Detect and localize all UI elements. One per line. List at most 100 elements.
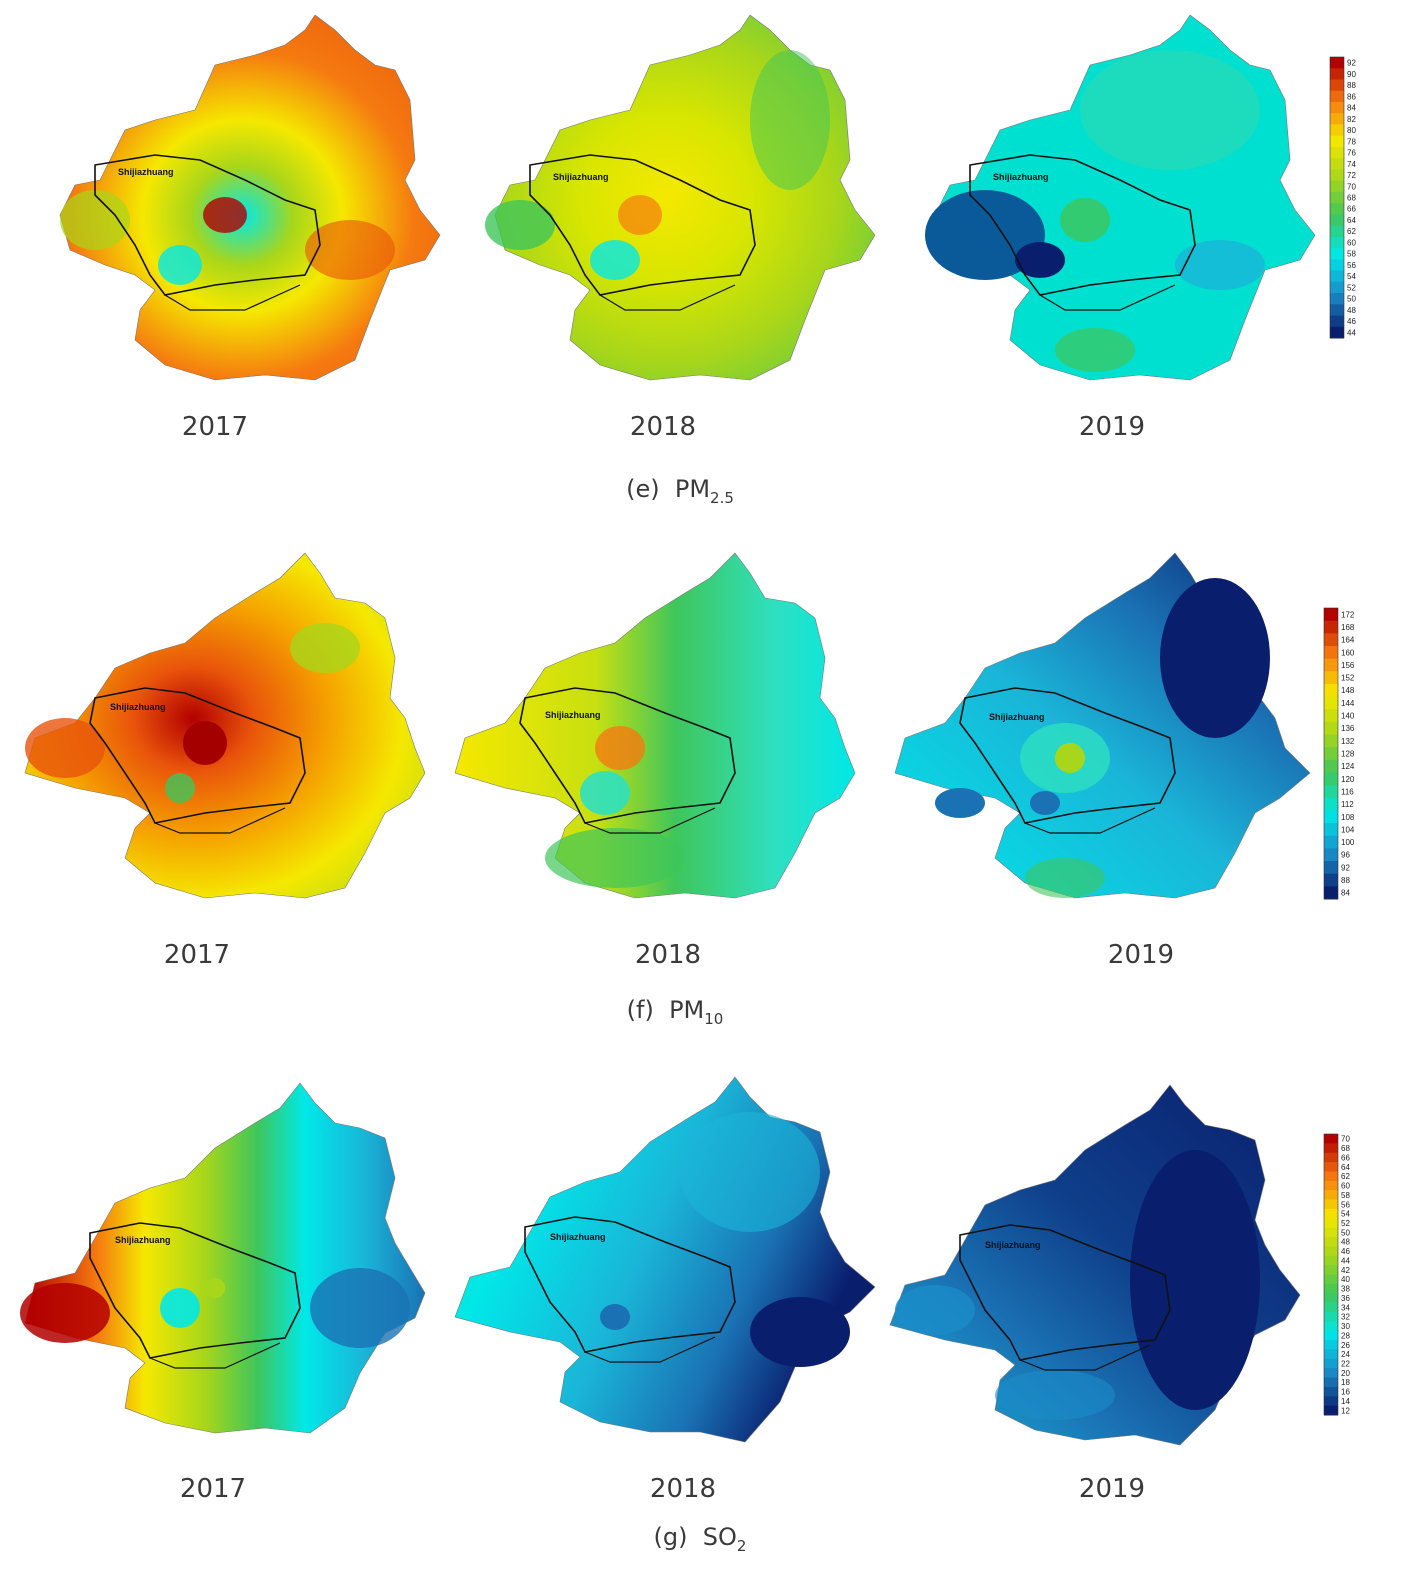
city-label: Shijiazhuang xyxy=(989,712,1045,722)
so2-2018-map: Shijiazhuang xyxy=(454,1076,876,1443)
pm10-2018-map: Shijiazhuang xyxy=(454,552,856,899)
colorbar-segment xyxy=(1330,248,1344,260)
colorbar: 92 90 88 86 84 82 80 78 76 74 72 70 68 66 64 62 60 58 56 54… xyxy=(1329,56,1356,339)
colorbar-segment xyxy=(1330,315,1344,328)
colorbar-tick-label: 62 xyxy=(1347,227,1356,236)
so2-2019-map: Shijiazhuang xyxy=(889,1084,1301,1446)
panel-caption: (e) PM2.5 xyxy=(626,475,734,507)
colorbar-segment xyxy=(1324,1311,1338,1322)
colorbar-tick-label: 136 xyxy=(1341,724,1355,733)
colorbar-segment xyxy=(1330,57,1344,69)
colorbar-segment xyxy=(1324,886,1338,900)
panel-caption: (g) SO2 xyxy=(653,1523,747,1555)
colorbar-segment xyxy=(1324,861,1338,875)
colorbar-tick-label: 26 xyxy=(1341,1341,1350,1350)
region-shape xyxy=(454,1076,876,1443)
colorbar-segment xyxy=(1324,1199,1338,1210)
colorbar-tick-label: 58 xyxy=(1347,250,1356,259)
colorbar-segment xyxy=(1324,645,1338,660)
city-boundary xyxy=(969,154,1196,296)
colorbar-tick-label: 124 xyxy=(1341,762,1355,771)
region-shape xyxy=(454,552,856,899)
colorbar-tick-label: 50 xyxy=(1341,1228,1350,1237)
colorbar-segment xyxy=(1324,620,1338,634)
colorbar-segment xyxy=(1324,1162,1338,1172)
colorbar-tick-label: 76 xyxy=(1347,149,1356,158)
colorbar-tick-label: 44 xyxy=(1347,328,1356,337)
colorbar-segment xyxy=(1330,281,1344,294)
colorbar-segment xyxy=(1324,683,1338,698)
colorbar-segment xyxy=(1330,101,1344,114)
colorbar-tick-label: 66 xyxy=(1341,1153,1350,1162)
colorbar-segment xyxy=(1324,772,1338,786)
pm10-2019-map: Shijiazhuang xyxy=(894,552,1311,899)
colorbar-tick-label: 60 xyxy=(1347,238,1356,247)
colorbar-tick-label: 50 xyxy=(1347,295,1356,304)
colorbar-tick-label: 88 xyxy=(1347,81,1356,90)
colorbar-segment xyxy=(1324,1180,1338,1191)
colorbar-segment xyxy=(1324,1321,1338,1332)
colorbar-segment xyxy=(1330,236,1344,249)
colorbar-segment xyxy=(1324,1405,1338,1416)
year-label: 2018 xyxy=(634,940,702,970)
colorbar-segment xyxy=(1324,1396,1338,1407)
colorbar-tick-label: 46 xyxy=(1341,1247,1350,1256)
colorbar-segment xyxy=(1324,1368,1338,1379)
year-label: 2018 xyxy=(629,412,697,442)
colorbar-tick-label: 144 xyxy=(1341,699,1355,708)
colorbar-segment xyxy=(1330,304,1344,317)
city-boundary xyxy=(519,687,736,824)
colorbar-segment xyxy=(1330,113,1344,125)
colorbar-tick-label: 52 xyxy=(1347,283,1356,292)
colorbar-segment xyxy=(1324,1283,1338,1294)
colorbar-segment xyxy=(1324,1208,1338,1219)
colorbar-tick-label: 84 xyxy=(1347,104,1356,113)
city-boundary xyxy=(524,1216,736,1353)
colorbar-tick-label: 156 xyxy=(1341,661,1355,670)
colorbar-segment xyxy=(1324,1218,1338,1229)
colorbar-segment xyxy=(1330,270,1344,283)
colorbar-segment xyxy=(1324,1302,1338,1313)
panel-caption: (f) PM10 xyxy=(626,996,724,1028)
city-label: Shijiazhuang xyxy=(993,172,1049,182)
colorbar-tick-label: 48 xyxy=(1347,306,1356,315)
colorbar-segment xyxy=(1324,1274,1338,1285)
colorbar-tick-label: 86 xyxy=(1347,92,1356,101)
region-shape xyxy=(24,1082,426,1434)
colorbar-tick-label: 78 xyxy=(1347,137,1356,146)
colorbar-tick-label: 164 xyxy=(1341,636,1355,645)
colorbar-tick-label: 64 xyxy=(1347,216,1356,225)
colorbar-tick-label: 160 xyxy=(1341,648,1355,657)
city-boundary xyxy=(959,687,1176,824)
region-shape xyxy=(494,14,876,381)
colorbar-segment xyxy=(1324,671,1338,685)
colorbar-segment xyxy=(1330,68,1344,80)
colorbar-segment xyxy=(1330,90,1344,103)
colorbar-tick-label: 120 xyxy=(1341,775,1355,784)
year-label: 2018 xyxy=(649,1474,717,1504)
city-label: Shijiazhuang xyxy=(550,1232,606,1242)
colorbar-segment xyxy=(1324,1237,1338,1247)
city-label: Shijiazhuang xyxy=(553,172,609,182)
city-label: Shijiazhuang xyxy=(115,1235,171,1245)
colorbar-segment xyxy=(1324,797,1338,811)
colorbar-segment xyxy=(1324,1171,1338,1182)
colorbar-segment xyxy=(1330,158,1344,170)
year-label: 2019 xyxy=(1078,412,1146,442)
colorbar-segment xyxy=(1324,1152,1338,1163)
colorbar-segment xyxy=(1324,1293,1338,1304)
colorbar-segment xyxy=(1324,1358,1338,1369)
city-label: Shijiazhuang xyxy=(110,702,166,712)
year-label: 2017 xyxy=(179,1474,247,1504)
colorbar-tick-label: 60 xyxy=(1341,1182,1350,1191)
colorbar-tick-label: 62 xyxy=(1341,1172,1350,1181)
colorbar-segment xyxy=(1324,823,1338,837)
colorbar-tick-label: 68 xyxy=(1347,194,1356,203)
colorbar-segment xyxy=(1324,1190,1338,1201)
colorbar-segment xyxy=(1324,848,1338,862)
colorbar-segment xyxy=(1324,810,1338,824)
colorbar-segment xyxy=(1330,203,1344,215)
colorbar: 7068666462605856545250484644424038363432… xyxy=(1323,1133,1350,1416)
colorbar-tick-label: 148 xyxy=(1341,686,1355,695)
colorbar-tick-label: 72 xyxy=(1347,171,1356,180)
